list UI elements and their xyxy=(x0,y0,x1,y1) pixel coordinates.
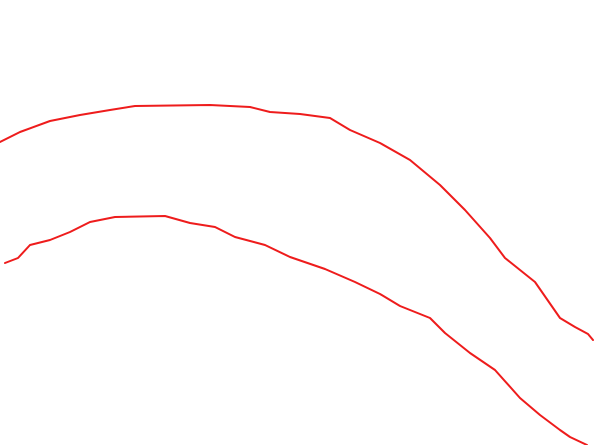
lower-stroke xyxy=(4,215,588,445)
upper-stroke xyxy=(0,104,594,341)
